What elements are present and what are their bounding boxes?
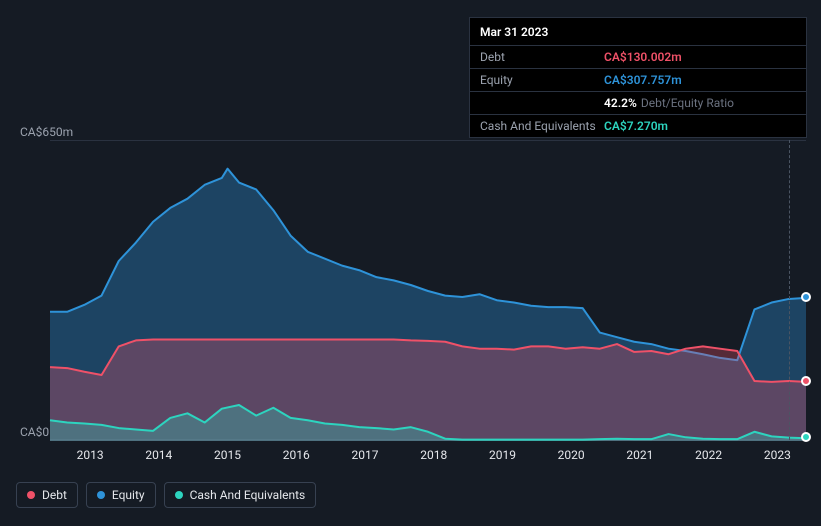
tooltip-row-value: 42.2%Debt/Equity Ratio	[604, 96, 734, 110]
legend-dot-icon	[175, 491, 183, 499]
x-tick: 2019	[489, 448, 516, 462]
legend-item[interactable]: Debt	[16, 482, 78, 508]
tooltip-row-label: Equity	[480, 73, 604, 87]
legend: Debt Equity Cash And Equivalents	[16, 482, 316, 508]
x-tick: 2022	[695, 448, 722, 462]
legend-item[interactable]: Equity	[86, 482, 156, 508]
legend-label: Debt	[42, 488, 67, 502]
tooltip-row-label: Debt	[480, 50, 604, 64]
tooltip-row: DebtCA$130.002m	[470, 46, 806, 69]
tooltip-row-sublabel: Debt/Equity Ratio	[641, 96, 734, 110]
x-axis: 2013 2014 2015 2016 2017 2018 2019 2020 2021 2022…	[50, 448, 806, 468]
x-tick: 2021	[626, 448, 653, 462]
series-end-dot	[801, 292, 811, 302]
legend-item[interactable]: Cash And Equivalents	[164, 482, 317, 508]
debt-equity-chart: Mar 31 2023 DebtCA$130.002mEquityCA$307.…	[0, 0, 821, 526]
x-tick: 2014	[145, 448, 172, 462]
x-tick: 2018	[420, 448, 447, 462]
tooltip-row: Cash And EquivalentsCA$7.270m	[470, 115, 806, 137]
tooltip-row-value: CA$130.002m	[604, 50, 682, 64]
x-tick: 2016	[283, 448, 310, 462]
tooltip-date: Mar 31 2023	[470, 18, 806, 46]
x-tick: 2017	[352, 448, 379, 462]
tooltip-row-value: CA$307.757m	[604, 73, 682, 87]
chart-svg	[50, 141, 806, 441]
crosshair-line	[789, 140, 790, 440]
legend-dot-icon	[97, 491, 105, 499]
series-end-dot	[801, 432, 811, 442]
x-tick: 2013	[77, 448, 104, 462]
tooltip-row: EquityCA$307.757m	[470, 69, 806, 92]
series-end-dot	[801, 376, 811, 386]
legend-dot-icon	[27, 491, 35, 499]
y-tick-max: CA$650m	[20, 125, 73, 139]
x-tick: 2023	[764, 448, 791, 462]
x-tick: 2020	[558, 448, 585, 462]
legend-label: Cash And Equivalents	[190, 488, 306, 502]
tooltip-row-value: CA$7.270m	[604, 119, 668, 133]
legend-label: Equity	[112, 488, 145, 502]
chart-tooltip: Mar 31 2023 DebtCA$130.002mEquityCA$307.…	[469, 17, 807, 138]
y-tick-min: CA$0	[20, 425, 49, 439]
x-tick: 2015	[214, 448, 241, 462]
plot-area[interactable]	[50, 140, 806, 440]
tooltip-row: 42.2%Debt/Equity Ratio	[470, 92, 806, 115]
tooltip-row-label	[480, 96, 604, 110]
tooltip-row-label: Cash And Equivalents	[480, 119, 604, 133]
